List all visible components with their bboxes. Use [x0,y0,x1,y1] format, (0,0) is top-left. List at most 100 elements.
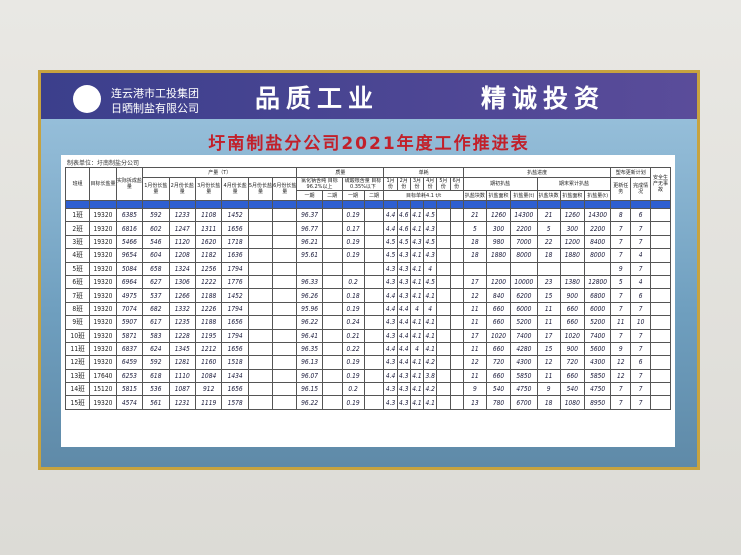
table-cell: 14300 [510,207,538,223]
table-cell [650,395,671,410]
table-cell: 6000 [583,301,612,317]
table-cell: 10班 [64,328,91,343]
table-cell: 660 [485,315,512,330]
table-cell: 4.3 [396,395,411,410]
table-cell [341,261,365,276]
table-cell: 4 [423,301,438,317]
table-cell: 1380 [559,274,585,290]
table-cell [321,248,343,263]
table-cell [272,368,298,384]
table-cell: 1222 [194,274,223,290]
table-cell [449,261,464,276]
table-cell: 4.5 [423,207,438,223]
table-cell: 1班 [64,207,91,223]
header-cell: 目标单耗4.1 t/t [383,190,464,201]
table-cell: 12 [462,288,487,303]
table-cell: 96.22 [296,395,323,410]
table-cell: 4.3 [423,248,438,263]
table-cell: 7400 [583,328,612,343]
table-cell: 15 [536,341,561,357]
table-cell: 9 [610,341,632,357]
table-cell [449,315,464,330]
header-cell: 6月份长盐量 [272,177,298,201]
table-cell [272,234,298,250]
table-cell: 592 [142,207,170,223]
header-cell: 3月份 [409,177,425,191]
table-cell: 300 [559,221,585,236]
table-cell: 19320 [89,341,117,357]
table-cell: 1578 [221,395,249,410]
logo [73,85,101,113]
header-cell: 5月份 [436,177,451,191]
table-cell: 4.3 [383,355,398,370]
table-cell: 5200 [583,315,612,330]
table-cell: 12 [610,368,632,384]
table-cell [462,261,487,276]
table-cell: 17 [462,274,487,290]
table-cell [650,341,671,357]
table-cell: 1188 [194,288,223,303]
table-cell [436,328,451,343]
table-cell: 19320 [89,261,117,276]
table-cell: 4.3 [396,274,411,290]
table-cell: 1182 [194,248,223,263]
table-cell: 19320 [89,274,117,290]
table-cell: 1110 [168,368,196,384]
table-cell [272,261,298,276]
table-cell [449,288,464,303]
table-cell: 660 [559,315,585,330]
table-cell: 95.96 [296,301,323,317]
table-cell: 4.1 [409,355,425,370]
table-cell: 0.2 [341,382,365,397]
table-cell: 6385 [115,207,144,223]
table-cell [650,221,671,236]
table-cell: 1518 [221,355,249,370]
table-cell: 5200 [510,315,538,330]
table-cell: 4280 [510,341,538,357]
table-cell [449,274,464,290]
table-cell: 4.3 [383,261,398,276]
table-cell: 1656 [221,382,249,397]
table-cell: 4.3 [396,288,411,303]
table-cell: 602 [142,221,170,236]
table-cell: 8400 [583,234,612,250]
unit-line: 制表单位：圩南制盐分公司 [67,160,140,167]
table-cell [247,248,274,263]
table-cell: 0.24 [341,315,365,330]
table-cell: 4.3 [423,221,438,236]
table-cell: 14班 [64,382,91,397]
table-cell: 1020 [485,328,512,343]
table-cell [272,328,298,343]
table-cell [272,341,298,357]
table-cell: 4.3 [383,315,398,330]
table-cell [321,395,343,410]
table-cell: 1880 [559,248,585,263]
table-cell [363,315,385,330]
table-row: 3班 19320 5466 546 1120 1620 1718 96.21 0.19 4.5 4.… [64,234,671,250]
table-cell [436,288,451,303]
table-cell: 11 [536,368,561,384]
table-cell: 1195 [194,328,223,343]
table-cell: 4.5 [423,274,438,290]
table-cell [436,355,451,370]
table-cell [321,315,343,330]
table-cell: 1434 [221,368,249,384]
table-cell: 96.07 [296,368,323,384]
table-cell [321,288,343,303]
table-cell: 1231 [168,395,196,410]
header-cell: 目标长盐量 [89,167,117,201]
table-cell: 0.19 [341,248,365,263]
table-cell [363,341,385,357]
table-cell: 19320 [89,328,117,343]
table-cell: 7 [630,328,652,343]
table-cell: 1281 [168,355,196,370]
table-cell [436,221,451,236]
table-cell: 1656 [221,315,249,330]
table-cell: 9 [536,382,561,397]
header-cell: 1月份长盐量 [142,177,170,201]
table-cell [247,234,274,250]
table-cell: 96.26 [296,288,323,303]
table-cell: 4.3 [396,368,411,384]
table-cell: 0.2 [341,274,365,290]
table-cell [272,301,298,317]
